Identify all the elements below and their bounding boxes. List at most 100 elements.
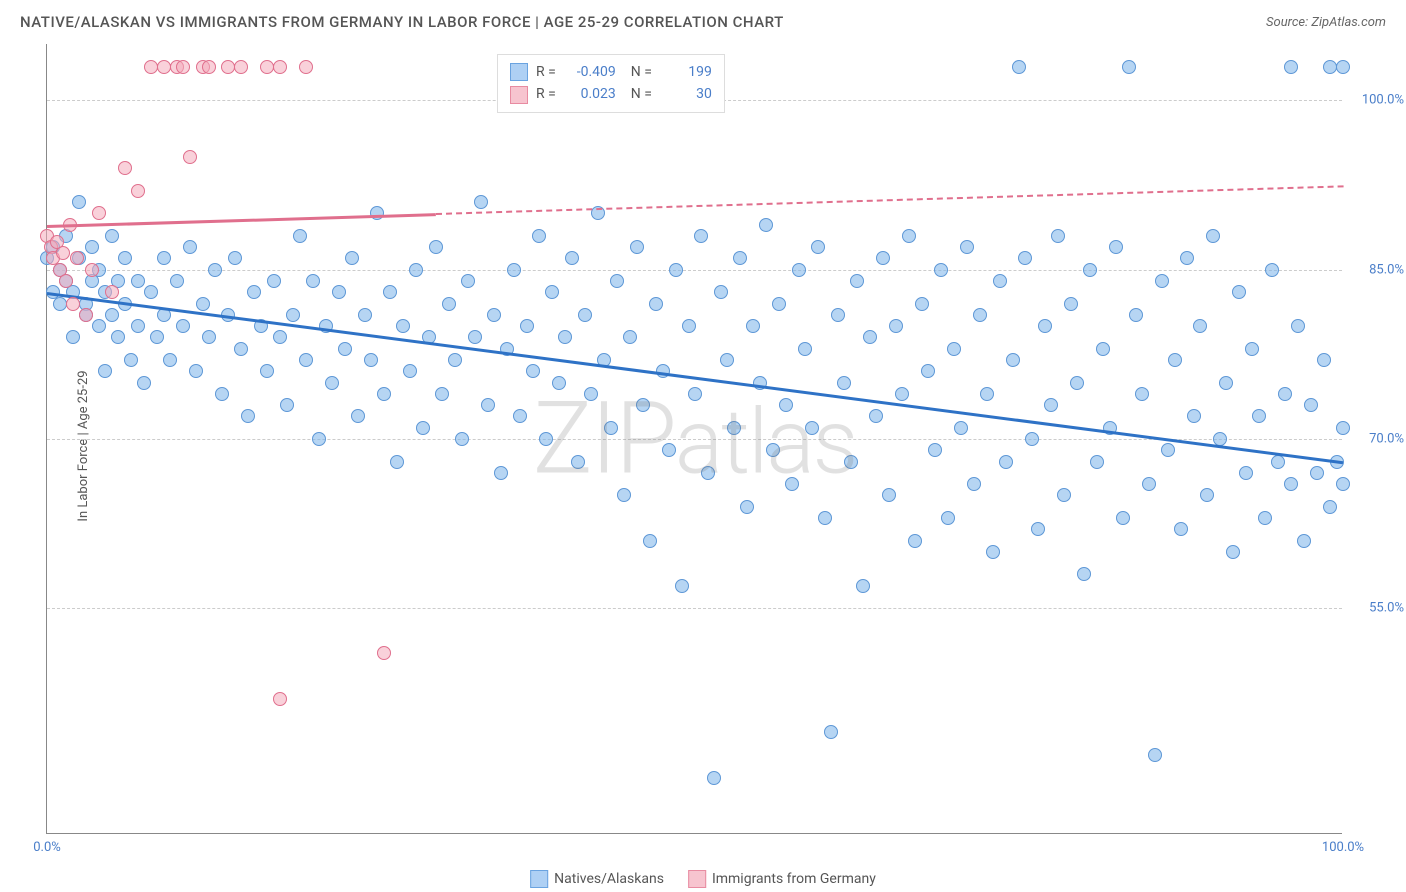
data-point-natives xyxy=(960,240,974,254)
gridline-h xyxy=(47,608,1342,609)
header: NATIVE/ALASKAN VS IMMIGRANTS FROM GERMAN… xyxy=(0,0,1406,40)
data-point-natives xyxy=(1278,387,1292,401)
data-point-immigrants xyxy=(144,60,158,74)
data-point-natives xyxy=(286,308,300,322)
data-point-natives xyxy=(798,342,812,356)
data-point-natives xyxy=(1168,353,1182,367)
data-point-natives xyxy=(260,364,274,378)
data-point-natives xyxy=(364,353,378,367)
data-point-natives xyxy=(409,263,423,277)
y-tick-label: 55.0% xyxy=(1369,601,1404,616)
data-point-natives xyxy=(163,353,177,367)
data-point-natives xyxy=(183,240,197,254)
data-point-natives xyxy=(98,364,112,378)
data-point-immigrants xyxy=(202,60,216,74)
data-point-natives xyxy=(429,240,443,254)
gridline-h xyxy=(47,439,1342,440)
data-point-natives xyxy=(947,342,961,356)
legend-r-value: 0.023 xyxy=(564,83,616,105)
data-point-natives xyxy=(954,421,968,435)
data-point-natives xyxy=(1057,488,1071,502)
legend-stats-row: R = -0.409 N = 199 xyxy=(510,61,712,83)
data-point-natives xyxy=(772,297,786,311)
legend-r-label: R = xyxy=(536,61,556,83)
data-point-natives xyxy=(565,251,579,265)
data-point-natives xyxy=(1129,308,1143,322)
legend-bottom: Natives/AlaskansImmigrants from Germany xyxy=(530,870,876,888)
data-point-natives xyxy=(1232,285,1246,299)
data-point-natives xyxy=(649,297,663,311)
data-point-natives xyxy=(468,330,482,344)
data-point-natives xyxy=(293,229,307,243)
data-point-natives xyxy=(669,263,683,277)
legend-swatch xyxy=(510,86,528,104)
legend-item: Immigrants from Germany xyxy=(688,870,876,888)
data-point-natives xyxy=(196,297,210,311)
data-point-natives xyxy=(610,274,624,288)
data-point-immigrants xyxy=(299,60,313,74)
data-point-immigrants xyxy=(260,60,274,74)
data-point-natives xyxy=(442,297,456,311)
data-point-natives xyxy=(1219,376,1233,390)
data-point-natives xyxy=(818,511,832,525)
data-point-natives xyxy=(1122,60,1136,74)
legend-swatch xyxy=(688,870,706,888)
data-point-natives xyxy=(986,545,1000,559)
data-point-natives xyxy=(370,206,384,220)
data-point-natives xyxy=(973,308,987,322)
data-point-natives xyxy=(92,319,106,333)
data-point-natives xyxy=(118,251,132,265)
data-point-natives xyxy=(727,421,741,435)
data-point-natives xyxy=(267,274,281,288)
data-point-natives xyxy=(351,409,365,423)
data-point-natives xyxy=(844,455,858,469)
data-point-natives xyxy=(1077,567,1091,581)
data-point-natives xyxy=(733,251,747,265)
data-point-natives xyxy=(1090,455,1104,469)
y-tick-label: 85.0% xyxy=(1369,262,1404,277)
data-point-natives xyxy=(999,455,1013,469)
data-point-immigrants xyxy=(70,251,84,265)
source-label: Source: ZipAtlas.com xyxy=(1266,15,1386,30)
data-point-natives xyxy=(1031,522,1045,536)
data-point-natives xyxy=(435,387,449,401)
data-point-natives xyxy=(1291,319,1305,333)
data-point-natives xyxy=(921,364,935,378)
data-point-natives xyxy=(584,387,598,401)
x-tick-label: 0.0% xyxy=(33,840,61,855)
data-point-natives xyxy=(111,330,125,344)
data-point-immigrants xyxy=(273,692,287,706)
data-point-natives xyxy=(934,263,948,277)
data-point-natives xyxy=(895,387,909,401)
data-point-natives xyxy=(746,319,760,333)
data-point-immigrants xyxy=(131,184,145,198)
data-point-natives xyxy=(208,263,222,277)
data-point-natives xyxy=(882,488,896,502)
data-point-immigrants xyxy=(377,646,391,660)
data-point-natives xyxy=(928,443,942,457)
data-point-natives xyxy=(792,263,806,277)
data-point-natives xyxy=(1323,60,1337,74)
data-point-natives xyxy=(131,319,145,333)
legend-label: Immigrants from Germany xyxy=(712,871,876,887)
data-point-natives xyxy=(202,330,216,344)
data-point-natives xyxy=(1006,353,1020,367)
data-point-natives xyxy=(630,240,644,254)
data-point-natives xyxy=(1336,60,1350,74)
data-point-natives xyxy=(1304,398,1318,412)
data-point-natives xyxy=(1148,748,1162,762)
data-point-immigrants xyxy=(56,246,70,260)
data-point-natives xyxy=(837,376,851,390)
data-point-natives xyxy=(487,308,501,322)
x-tick-label: 100.0% xyxy=(1322,840,1364,855)
data-point-natives xyxy=(1245,342,1259,356)
data-point-immigrants xyxy=(66,297,80,311)
data-point-natives xyxy=(636,398,650,412)
data-point-natives xyxy=(1265,263,1279,277)
data-point-natives xyxy=(215,387,229,401)
data-point-natives xyxy=(520,319,534,333)
data-point-natives xyxy=(507,263,521,277)
data-point-natives xyxy=(390,455,404,469)
data-point-natives xyxy=(682,319,696,333)
y-tick-label: 70.0% xyxy=(1369,432,1404,447)
